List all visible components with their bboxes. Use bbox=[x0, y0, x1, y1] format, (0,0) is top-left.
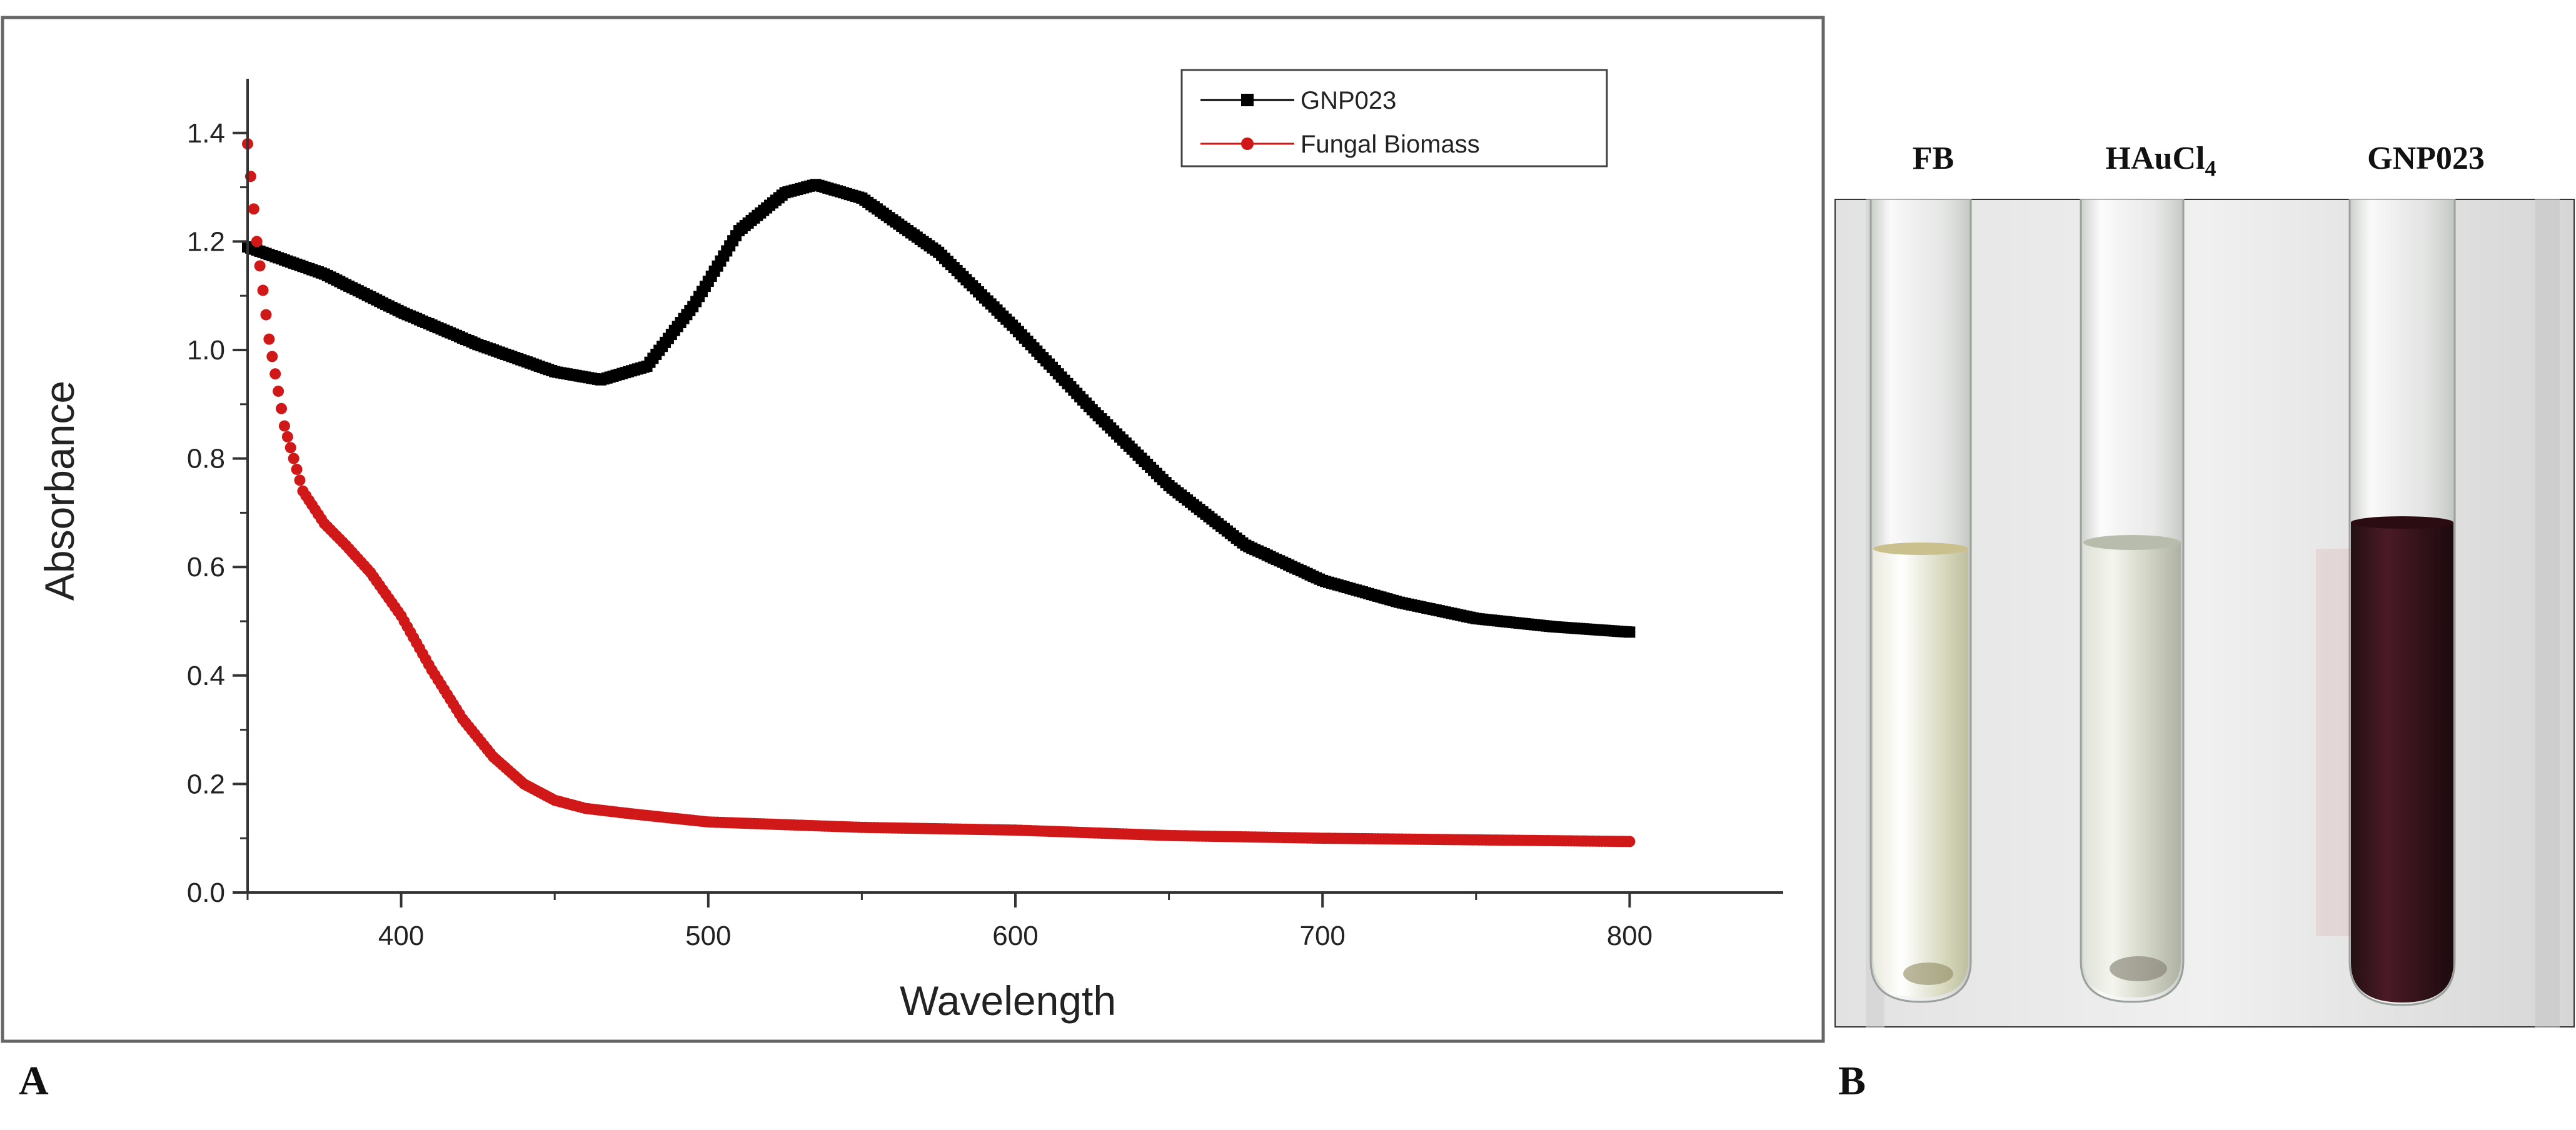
tube-fb-liquid bbox=[1873, 549, 1968, 998]
tube-fb-sediment bbox=[1903, 962, 1953, 985]
data-point bbox=[1624, 836, 1636, 848]
tube-haucl4-meniscus bbox=[2083, 535, 2181, 550]
tube-gnp023-liquid bbox=[2351, 522, 2453, 1002]
y-tick-label: 0.2 bbox=[187, 769, 225, 799]
tube-haucl4 bbox=[2080, 199, 2185, 1003]
y-tick-label: 1.2 bbox=[187, 226, 225, 257]
y-tick-label: 0.4 bbox=[187, 661, 225, 691]
panel-letter-b: B bbox=[1838, 1058, 1866, 1104]
data-point bbox=[281, 431, 293, 442]
tube-fb-meniscus bbox=[1873, 542, 1968, 555]
tube-label-haucl4-text: HAuCl bbox=[2105, 141, 2205, 176]
x-tick-label: 600 bbox=[992, 921, 1038, 951]
x-tick-label: 400 bbox=[378, 921, 424, 951]
y-tick-label: 0.8 bbox=[187, 444, 225, 474]
y-axis-title: Absorbance bbox=[36, 381, 83, 601]
legend-label-gnp023: GNP023 bbox=[1301, 87, 1396, 114]
tube-label-gnp023-text: GNP023 bbox=[2367, 141, 2485, 176]
legend-marker-gnp023 bbox=[1241, 94, 1254, 106]
tube-label-haucl4: HAuCl4 bbox=[2086, 140, 2236, 181]
axes: 400 500 600 700 800 0.0 0.2 0.4 0.6 0.8 1.0 1.2 1.4 bbox=[187, 79, 1783, 951]
x-tick-label: 800 bbox=[1607, 921, 1653, 951]
data-point bbox=[291, 463, 303, 475]
tube-fb bbox=[1869, 199, 1972, 1003]
y-tick-label: 1.0 bbox=[187, 335, 225, 366]
legend-marker-fungal-biomass bbox=[1241, 138, 1254, 150]
x-tick-label: 700 bbox=[1299, 921, 1345, 951]
data-point bbox=[254, 260, 266, 272]
tube-label-gnp023: GNP023 bbox=[2338, 140, 2513, 177]
y-tick-label: 0.0 bbox=[187, 878, 225, 908]
data-point bbox=[260, 309, 272, 321]
photo-shadow-right bbox=[2535, 199, 2560, 1028]
legend: GNP023 Fungal Biomass bbox=[1180, 69, 1608, 168]
data-point bbox=[294, 474, 306, 486]
data-point bbox=[266, 351, 278, 362]
test-tube-photo-drawing bbox=[1834, 199, 2575, 1028]
y-tick-label: 1.4 bbox=[187, 118, 225, 149]
plot-area bbox=[242, 138, 1636, 848]
data-point bbox=[248, 203, 259, 215]
test-tube-photo bbox=[1834, 199, 2575, 1028]
legend-box bbox=[1180, 69, 1608, 168]
tube-label-fb-text: FB bbox=[1912, 141, 1955, 176]
data-point bbox=[251, 236, 263, 248]
y-tick-label: 0.6 bbox=[187, 552, 225, 582]
series-fungal-biomass bbox=[242, 138, 1636, 848]
legend-label-fungal-biomass: Fungal Biomass bbox=[1301, 131, 1480, 158]
data-point bbox=[269, 368, 281, 380]
panel-letter-a: A bbox=[19, 1058, 49, 1104]
chart-frame bbox=[1, 16, 1825, 1043]
x-axis-title: Wavelength bbox=[900, 978, 1116, 1024]
data-point bbox=[278, 420, 290, 432]
data-point bbox=[276, 402, 288, 414]
tube-haucl4-sediment bbox=[2110, 956, 2167, 981]
data-point bbox=[257, 284, 269, 296]
tube-gnp023 bbox=[2316, 199, 2456, 1006]
tube-label-haucl4-subscript: 4 bbox=[2205, 156, 2216, 181]
tube-label-fb: FB bbox=[1889, 140, 1977, 177]
series-gnp023 bbox=[242, 179, 1636, 638]
data-point bbox=[263, 333, 275, 345]
x-tick-label: 500 bbox=[685, 921, 731, 951]
data-point bbox=[273, 385, 284, 397]
tube-gnp023-meniscus bbox=[2351, 516, 2453, 529]
tube-gnp023-glow bbox=[2316, 549, 2351, 936]
data-point bbox=[284, 442, 296, 454]
data-point bbox=[1624, 626, 1636, 638]
tube-haucl4-liquid bbox=[2083, 542, 2181, 998]
data-point bbox=[288, 452, 299, 464]
